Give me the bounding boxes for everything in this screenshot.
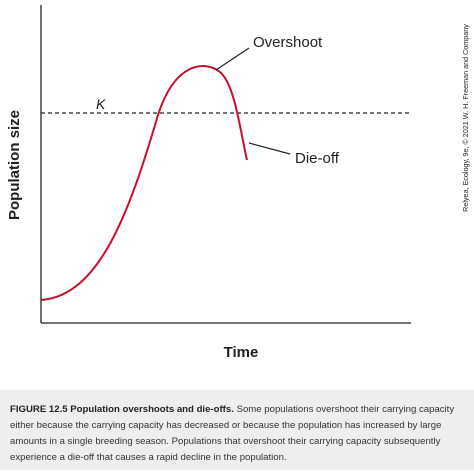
caption-label: FIGURE 12.5 Population overshoots and di… [10, 404, 234, 415]
k-label: K [96, 96, 106, 112]
caption-text: Some populations overshoot their carryin… [10, 404, 455, 463]
caption: FIGURE 12.5 Population overshoots and di… [0, 390, 474, 470]
y-axis-label: Population size [6, 110, 23, 220]
figure: K Overshoot Die-off Time Population size… [6, 5, 470, 361]
population-curve [40, 65, 248, 301]
dieoff-label: Die-off [295, 150, 340, 167]
credit: Relyea, Ecology, 9e, © 2021 W. H. Freema… [461, 24, 470, 212]
dieoff-pointer [248, 142, 291, 155]
overshoot-label: Overshoot [253, 34, 323, 51]
overshoot-pointer [215, 47, 250, 71]
x-axis-label: Time [224, 344, 259, 361]
